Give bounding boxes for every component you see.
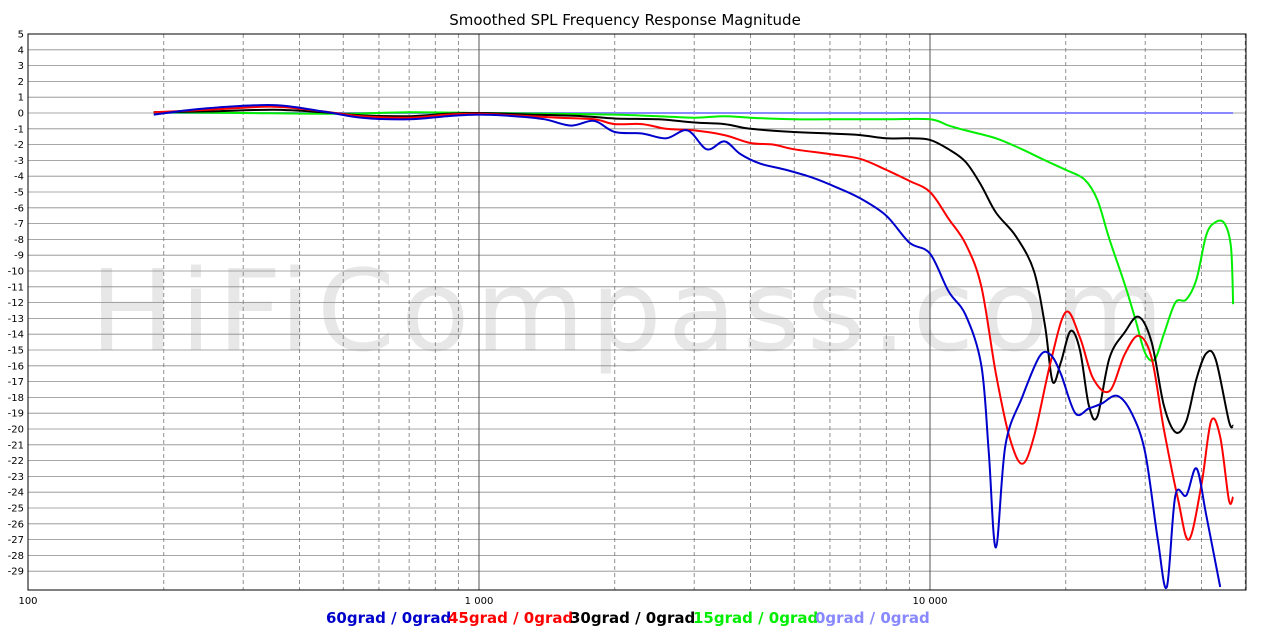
series-line-30grad xyxy=(153,108,1235,434)
y-tick-label: -6 xyxy=(14,203,24,214)
y-tick-label: 4 xyxy=(18,45,24,56)
plot-series xyxy=(153,104,1235,590)
series-line-15grad xyxy=(153,111,1235,362)
y-tick-label: -17 xyxy=(8,377,24,388)
x-tick-label: 10 000 xyxy=(913,596,948,607)
y-tick-label: -22 xyxy=(8,456,24,467)
watermark: HiFiCompass.com xyxy=(90,247,1170,377)
legend-entry: 15grad / 0grad xyxy=(693,609,818,627)
y-tick-label: -5 xyxy=(14,188,24,199)
y-tick-label: -27 xyxy=(8,535,24,546)
y-tick-label: -16 xyxy=(8,361,24,372)
y-tick-label: -28 xyxy=(8,551,24,562)
y-tick-label: -1 xyxy=(14,124,24,135)
legend-entry: 30grad / 0grad xyxy=(570,609,695,627)
y-tick-label: -26 xyxy=(8,519,24,530)
legend-entry: 0grad / 0grad xyxy=(815,609,930,627)
y-tick-label: -23 xyxy=(8,472,24,483)
series-line-60grad xyxy=(153,104,1222,590)
y-tick-label: -15 xyxy=(8,346,24,357)
plot-frame xyxy=(27,33,1247,591)
y-tick-label: -13 xyxy=(8,314,24,325)
y-tick-label: 0 xyxy=(18,109,24,120)
y-tick-label: -18 xyxy=(8,393,24,404)
y-tick-label: -19 xyxy=(8,409,24,420)
y-tick-label: 1 xyxy=(18,93,24,104)
y-tick-label: -11 xyxy=(8,282,24,293)
y-axis-ticks: 5 4 3 2 1 0 -1 -2 -3 -4 -5 -6 -7 -8 -9 -10 -11 -12 -13 -14 -… xyxy=(8,30,24,578)
y-tick-label: 3 xyxy=(18,61,24,72)
y-tick-label: -25 xyxy=(8,504,24,515)
x-axis-ticks: 100 1 000 10 000 xyxy=(18,596,947,607)
y-tick-label: -14 xyxy=(8,330,24,341)
y-tick-label: -24 xyxy=(8,488,24,499)
y-tick-label: -12 xyxy=(8,298,24,309)
y-tick-label: -7 xyxy=(14,219,24,230)
chart-title: Smoothed SPL Frequency Response Magnitud… xyxy=(449,11,801,29)
y-tick-label: -9 xyxy=(14,251,24,262)
y-tick-label: 5 xyxy=(18,30,24,41)
y-tick-label: -29 xyxy=(8,567,24,578)
y-tick-label: -2 xyxy=(14,140,24,151)
y-tick-label: 2 xyxy=(18,77,24,88)
legend-entry: 45grad / 0grad xyxy=(448,609,573,627)
x-tick-label: 100 xyxy=(18,596,37,607)
y-tick-label: -4 xyxy=(14,172,24,183)
y-tick-label: -20 xyxy=(8,425,24,436)
y-tick-label: -10 xyxy=(8,267,24,278)
y-tick-label: -3 xyxy=(14,156,24,167)
y-tick-label: -8 xyxy=(14,235,24,246)
legend-entry: 60grad / 0grad xyxy=(326,609,451,627)
x-tick-label: 1 000 xyxy=(465,596,494,607)
y-tick-label: -21 xyxy=(8,440,24,451)
